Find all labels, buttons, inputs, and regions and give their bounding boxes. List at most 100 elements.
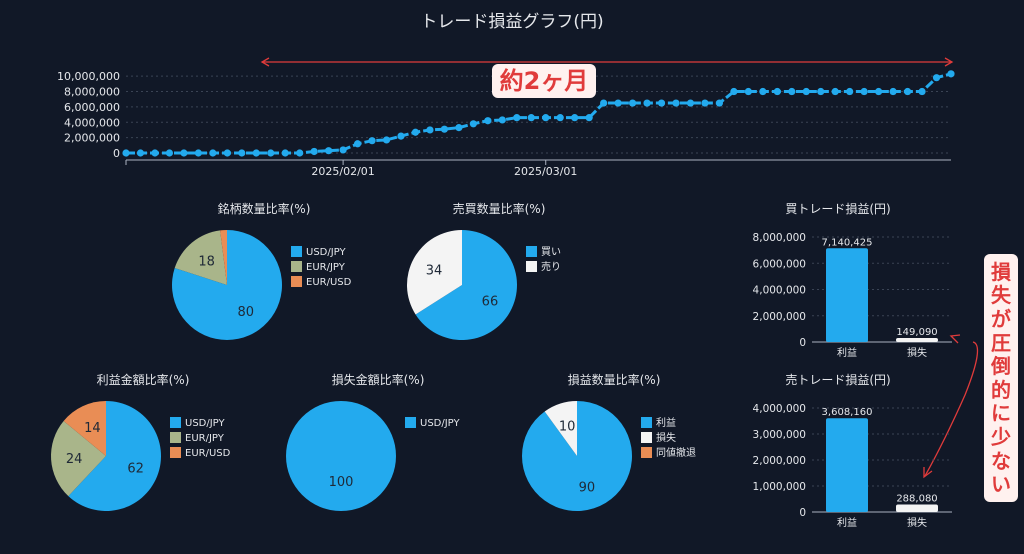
pie-brand-legend-label: EUR/JPY bbox=[306, 262, 346, 273]
bar-charts: 買トレード損益(円) 8,000,000 6,000,000 4,000,000 2,0… bbox=[753, 201, 952, 529]
pie-count-data-label: 10 bbox=[559, 420, 576, 435]
pie-count-title: 損益数量比率(%) bbox=[568, 372, 661, 387]
pie-profit-legend-swatch bbox=[170, 417, 181, 428]
pie-profit-slice bbox=[68, 401, 161, 511]
pie-charts: 銘柄数量比率(%) 80 18 USD/JPY EUR/JPY EUR/USD 売買数量比率… bbox=[50, 201, 696, 512]
bar-sell-bar bbox=[826, 418, 868, 512]
line-point bbox=[151, 149, 159, 157]
bar-sell-x-tick-label: 利益 bbox=[837, 516, 857, 529]
line-series bbox=[126, 72, 952, 155]
pie-profit-legend-swatch bbox=[170, 447, 181, 458]
pie-profit-data-label: 24 bbox=[66, 452, 83, 467]
line-point bbox=[918, 87, 926, 96]
line-point bbox=[382, 136, 391, 144]
pie-profit-legend-label: USD/JPY bbox=[185, 418, 225, 429]
bar-buy-y-tick-label: 6,000,000 bbox=[753, 258, 806, 270]
pie-count-legend-label: 損失 bbox=[656, 431, 676, 444]
line-point bbox=[310, 147, 318, 156]
pie-loss-chart: 損失金額比率(%) 100 USD/JPY bbox=[286, 372, 460, 511]
loss-note-char: い bbox=[991, 472, 1011, 497]
pie-count-data-label: 90 bbox=[579, 480, 596, 495]
line-point bbox=[600, 99, 608, 107]
period-callout: 約2ヶ月 bbox=[492, 64, 596, 98]
line-point bbox=[715, 99, 724, 107]
pie-brand-legend-label: USD/JPY bbox=[306, 247, 346, 258]
pie-side-legend-swatch bbox=[526, 261, 537, 272]
line-point bbox=[513, 114, 521, 122]
main-title: トレード損益グラフ(円) bbox=[420, 12, 603, 32]
loss-note-arrowhead-top bbox=[949, 334, 961, 344]
line-point bbox=[267, 149, 275, 157]
line-point bbox=[122, 149, 130, 157]
line-point bbox=[325, 147, 333, 155]
pie-profit-legend-label: EUR/USD bbox=[185, 448, 231, 459]
line-point bbox=[585, 114, 593, 122]
line-point bbox=[614, 99, 622, 107]
bar-buy-y-tick-label: 8,000,000 bbox=[753, 232, 806, 244]
pie-side-slice bbox=[415, 230, 517, 340]
line-point bbox=[527, 114, 535, 122]
loss-note-arrowhead-bottom bbox=[923, 467, 933, 479]
pie-count-legend-label: 利益 bbox=[656, 416, 676, 429]
bar-buy-y-tick-label: 2,000,000 bbox=[753, 311, 806, 323]
period-arrow-head-left bbox=[260, 57, 270, 67]
loss-note-char: が bbox=[991, 306, 1011, 331]
line-point bbox=[296, 149, 304, 157]
pie-count-legend-swatch bbox=[641, 432, 652, 443]
pie-side-legend-label: 売り bbox=[541, 260, 561, 273]
pie-brand-data-label: 80 bbox=[237, 305, 254, 320]
line-point bbox=[469, 120, 477, 128]
bar-buy-title: 買トレード損益(円) bbox=[785, 201, 890, 216]
pie-count-slice bbox=[544, 401, 577, 456]
line-chart: 10,000,000 8,000,000 6,000,000 4,000,000 2,0… bbox=[57, 70, 955, 178]
bar-sell-y-tick-label: 3,000,000 bbox=[753, 429, 806, 441]
line-y-tick-label: 0 bbox=[113, 147, 120, 160]
line-point bbox=[238, 149, 246, 157]
line-y-tick-label: 2,000,000 bbox=[64, 132, 120, 145]
pie-profit-legend-label: EUR/JPY bbox=[185, 433, 225, 444]
line-point bbox=[701, 99, 709, 107]
pie-brand-legend-swatch bbox=[291, 246, 302, 257]
pie-brand-legend-swatch bbox=[291, 276, 302, 287]
loss-note-char: 圧 bbox=[991, 330, 1011, 355]
line-point bbox=[846, 87, 854, 96]
line-point bbox=[397, 132, 405, 140]
pie-side-legend-swatch bbox=[526, 246, 537, 257]
line-point bbox=[860, 87, 868, 96]
bar-buy-y-tick-label: 4,000,000 bbox=[753, 285, 806, 297]
bar-buy-x-tick-label: 利益 bbox=[837, 346, 857, 359]
bar-sell-y-tick-label: 4,000,000 bbox=[753, 403, 806, 415]
line-point bbox=[484, 117, 492, 125]
pie-loss-data-label: 100 bbox=[329, 475, 354, 490]
bar-sell-data-label: 288,080 bbox=[896, 494, 937, 505]
pie-brand-legend-label: EUR/USD bbox=[306, 277, 352, 288]
line-y-tick-label: 10,000,000 bbox=[57, 70, 120, 83]
line-point bbox=[455, 124, 463, 132]
bar-sell-x-tick-label: 損失 bbox=[907, 516, 927, 529]
pie-brand-slice bbox=[220, 230, 227, 285]
line-point bbox=[368, 137, 376, 145]
line-point bbox=[498, 116, 506, 124]
pie-side-data-label: 34 bbox=[426, 264, 443, 279]
pie-profit-data-label: 62 bbox=[127, 462, 144, 477]
loss-note-char: な bbox=[991, 448, 1011, 473]
loss-note-char: 失 bbox=[991, 283, 1011, 308]
bar-buy-chart: 買トレード損益(円) 8,000,000 6,000,000 4,000,000 2,0… bbox=[753, 201, 952, 359]
pie-brand-data-label: 18 bbox=[198, 254, 215, 269]
pie-profit-slice bbox=[63, 401, 106, 456]
line-x-tick-label: 2025/03/01 bbox=[514, 165, 577, 178]
line-point bbox=[730, 87, 738, 96]
pie-side-legend-label: 買い bbox=[541, 246, 561, 258]
pie-loss-legend-swatch bbox=[405, 417, 416, 428]
pie-side-slice bbox=[407, 230, 462, 315]
bar-sell-y-tick-label: 1,000,000 bbox=[753, 481, 806, 493]
line-point bbox=[353, 140, 362, 148]
line-point bbox=[947, 70, 955, 78]
bar-sell-title: 売トレード損益(円) bbox=[785, 372, 890, 387]
bar-sell-data-label: 3,608,160 bbox=[822, 407, 873, 418]
pie-profit-chart: 利益金額比率(%) 62 24 14 USD/JPY EUR/JPY EUR/USD bbox=[50, 372, 231, 511]
loss-note-callout: 損失が圧倒的に少ない bbox=[984, 254, 1018, 502]
line-y-tick-label: 8,000,000 bbox=[64, 86, 120, 99]
